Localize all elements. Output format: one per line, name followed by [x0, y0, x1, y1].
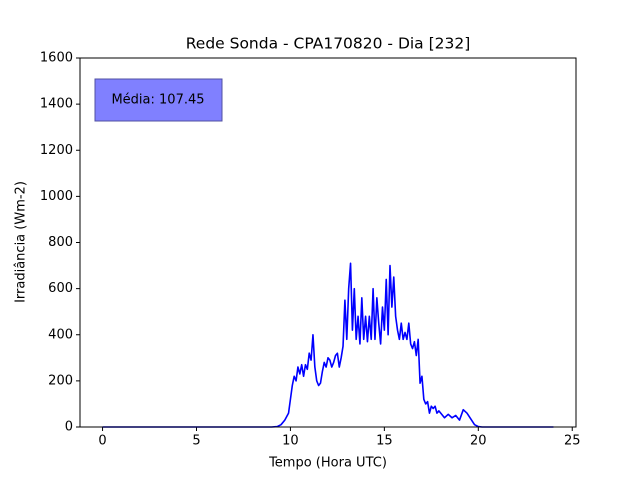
x-tick-label: 20 [470, 434, 487, 449]
y-tick-label: 1400 [40, 97, 73, 112]
x-tick-label: 0 [98, 434, 106, 449]
y-tick-label: 400 [48, 327, 73, 342]
chart-title: Rede Sonda - CPA170820 - Dia [232] [186, 35, 471, 53]
x-tick-label: 10 [282, 434, 299, 449]
y-tick-label: 0 [65, 420, 73, 435]
annotation-box [94, 78, 223, 122]
annotation: Média: 107.45 [111, 93, 204, 108]
x-tick-label: 5 [192, 434, 200, 449]
plot-frame [79, 57, 577, 428]
y-tick-label: 1200 [40, 143, 73, 158]
y-tick-label: 1000 [40, 189, 73, 204]
y-axis-label: Irradiância (Wm-2) [14, 181, 29, 303]
x-axis-label: Tempo (Hora UTC) [268, 456, 387, 471]
series-line [102, 262, 554, 428]
y-tick-label: 1600 [40, 51, 73, 66]
y-tick-label: 600 [48, 281, 73, 296]
x-tick-label: 15 [376, 434, 393, 449]
y-tick-label: 200 [48, 373, 73, 388]
y-tick-label: 800 [48, 235, 73, 250]
x-tick-label: 25 [564, 434, 581, 449]
